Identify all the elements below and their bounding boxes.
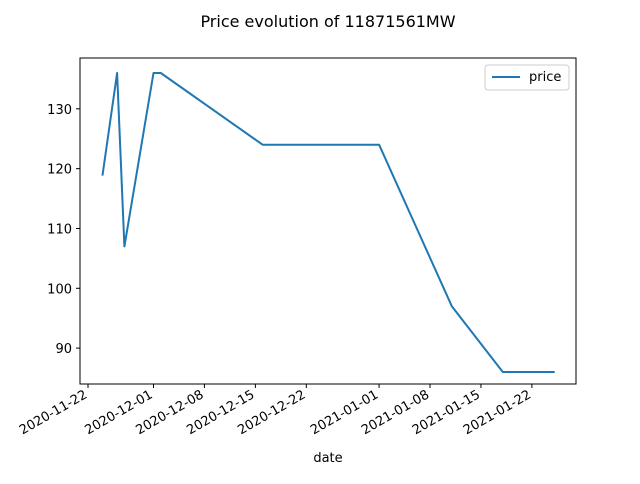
legend-box [484, 64, 570, 91]
chart-title: Price evolution of 11871561MW [200, 12, 455, 31]
x-axis-label: date [313, 451, 342, 466]
series-line-price [101, 72, 555, 373]
series-layer [101, 72, 555, 373]
plot-frame [79, 57, 577, 385]
y-axis-ticks: 90 100 110 120 130 [47, 103, 80, 357]
y-tick-label: 110 [47, 222, 72, 237]
y-tick-label: 120 [47, 163, 72, 178]
y-tick-label: 90 [55, 342, 72, 357]
plot-area [80, 58, 576, 384]
y-tick-label: 130 [47, 103, 72, 118]
legend-label-price: price [529, 70, 561, 85]
y-tick-label: 100 [47, 282, 72, 297]
legend: price [484, 64, 570, 91]
